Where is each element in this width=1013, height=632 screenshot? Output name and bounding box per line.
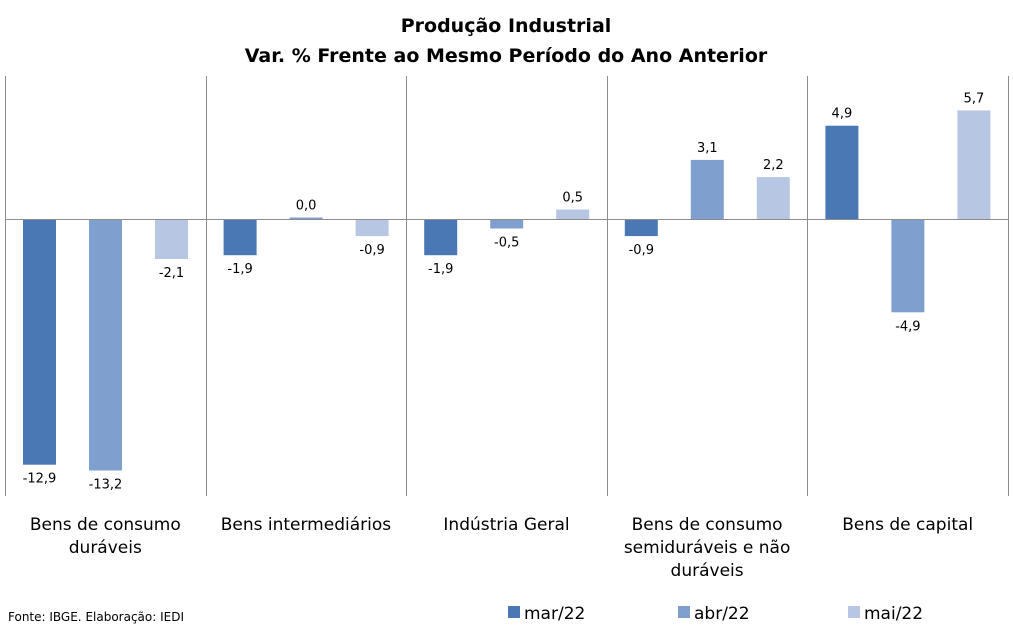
category-label: Bens de capital	[842, 515, 973, 535]
bar-mai-22-1	[355, 219, 389, 237]
bar-mar-22-0	[23, 219, 56, 465]
data-label: 0,0	[296, 199, 317, 214]
data-label: -12,9	[23, 472, 57, 487]
category-label: Bens intermediários	[221, 515, 392, 535]
category-label: Bens de consumo	[632, 515, 783, 535]
category-label: semiduráveis e não	[624, 538, 791, 558]
data-label: -13,2	[89, 478, 123, 493]
data-label: 0,5	[562, 191, 583, 206]
bar-mar-22-1	[223, 219, 257, 256]
source-note: Fonte: IBGE. Elaboração: IEDI	[8, 610, 184, 624]
legend-swatch	[678, 606, 690, 618]
plot-area: -12,9 -13,2 -2,1 Bens de consumo duráveis -1,…	[5, 76, 1009, 581]
category-label: duráveis	[671, 561, 744, 581]
data-label: -0,9	[629, 243, 654, 258]
chart-subtitle: Var. % Frente ao Mesmo Período do Ano An…	[245, 45, 768, 67]
category-label: Indústria Geral	[443, 515, 569, 535]
data-label: 3,1	[697, 141, 718, 156]
data-label: -1,9	[227, 262, 252, 277]
bar-mai-22-0	[155, 219, 188, 259]
bar-abr-22-2	[490, 219, 524, 229]
bar-abr-22-1	[289, 217, 323, 219]
bar-abr-22-3	[690, 159, 724, 219]
legend-swatch	[848, 606, 860, 618]
category-label: duráveis	[69, 538, 142, 558]
chart-title: Produção Industrial	[401, 15, 612, 37]
bar-mar-22-2	[424, 219, 458, 256]
data-label: 2,2	[763, 158, 784, 173]
data-label: -1,9	[428, 262, 453, 277]
bar-mai-22-4	[957, 110, 991, 219]
legend: mar/22 abr/22 mai/22	[508, 604, 923, 624]
legend-label: mai/22	[864, 604, 923, 624]
bar-mar-22-3	[624, 219, 658, 237]
bar-mar-22-4	[825, 125, 859, 219]
bar-abr-22-0	[89, 219, 122, 471]
data-label: -0,5	[494, 236, 519, 251]
data-label: -0,9	[359, 243, 384, 258]
data-label: -4,9	[895, 319, 920, 334]
bar-mai-22-3	[756, 177, 790, 219]
legend-label: mar/22	[524, 604, 585, 624]
data-label: 5,7	[964, 91, 985, 106]
legend-label: abr/22	[694, 604, 750, 624]
category-label: Bens de consumo	[30, 515, 181, 535]
legend-swatch	[508, 606, 520, 618]
data-label: -2,1	[159, 266, 184, 281]
bar-abr-22-4	[891, 219, 925, 313]
data-label: 4,9	[832, 107, 853, 122]
bar-mai-22-2	[556, 209, 590, 219]
